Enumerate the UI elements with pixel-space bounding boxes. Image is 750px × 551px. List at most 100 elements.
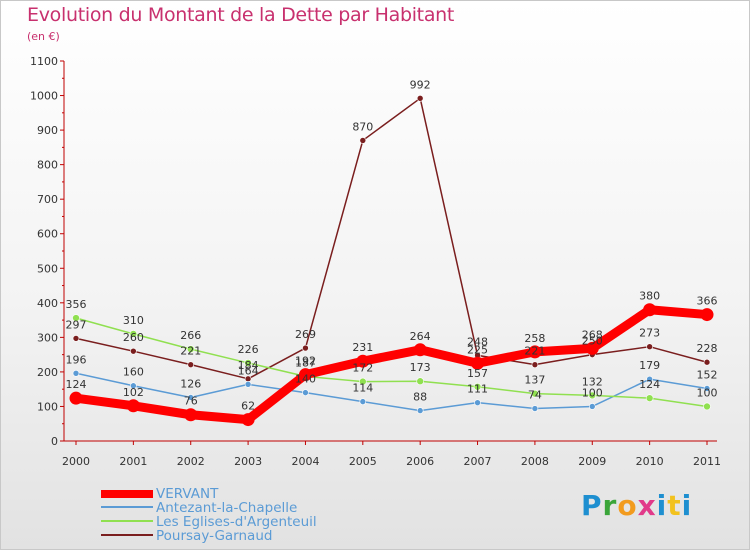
x-tick-label: 2000 (62, 455, 90, 468)
x-tick-label: 2004 (291, 455, 319, 468)
y-tick-label: 600 (37, 228, 58, 241)
chart-title: Evolution du Montant de la Dette par Hab… (27, 4, 455, 26)
data-point (416, 95, 424, 102)
data-point (244, 381, 252, 388)
data-point (585, 341, 599, 355)
legend-swatch-antezant (101, 506, 153, 508)
data-point (416, 377, 424, 386)
data-label: 172 (352, 362, 373, 375)
data-label: 258 (524, 332, 545, 345)
x-tick-label: 2008 (521, 455, 549, 468)
data-point (703, 385, 711, 392)
chart-unit-label: (en €) (27, 30, 60, 43)
data-label: 264 (410, 330, 431, 343)
data-label: 870 (352, 120, 373, 133)
data-label: 226 (238, 343, 259, 356)
y-tick-label: 200 (37, 366, 58, 379)
data-point (130, 382, 137, 390)
data-label: 228 (697, 342, 718, 355)
data-label: 231 (352, 341, 373, 354)
data-point (186, 345, 195, 353)
data-point (703, 402, 711, 411)
y-tick-label: 800 (37, 159, 58, 172)
x-tick-label: 2003 (234, 455, 262, 468)
data-point (359, 137, 367, 144)
x-tick-label: 2006 (406, 455, 434, 468)
data-label: 268 (582, 328, 603, 341)
data-point (72, 335, 80, 342)
data-point (588, 403, 596, 410)
data-point (241, 413, 255, 427)
data-label: 76 (184, 395, 198, 408)
data-point (473, 382, 482, 391)
data-point (528, 345, 542, 359)
data-label: 184 (238, 359, 259, 372)
data-label: 62 (241, 400, 255, 413)
data-label: 269 (295, 328, 316, 341)
y-tick-label: 1100 (30, 55, 58, 68)
series-line-0 (71, 305, 712, 425)
legend-swatch-poursay (101, 534, 153, 536)
data-point (645, 394, 654, 402)
data-point (72, 369, 80, 377)
data-label: 160 (123, 366, 144, 379)
data-point (416, 407, 424, 414)
data-label: 111 (467, 383, 488, 396)
y-tick-label: 300 (37, 331, 58, 344)
legend-label-vervant: VERVANT (156, 486, 219, 502)
data-point (298, 368, 312, 382)
data-label: 126 (180, 377, 201, 390)
data-label: 192 (295, 355, 316, 368)
data-label: 248 (467, 335, 488, 348)
data-point (474, 399, 481, 406)
x-tick-label: 2001 (119, 455, 147, 468)
data-point (126, 399, 140, 413)
data-label: 124 (66, 378, 87, 391)
data-label: 173 (410, 361, 431, 374)
y-tick-label: 700 (37, 193, 58, 206)
data-point (588, 391, 597, 400)
x-tick-label: 2002 (177, 455, 205, 468)
data-label: 380 (639, 290, 660, 303)
data-point (531, 361, 539, 368)
data-label: 187 (295, 356, 316, 369)
series-line-2 (75, 317, 708, 408)
data-label: 140 (295, 373, 316, 386)
data-label: 196 (66, 353, 87, 366)
data-point (531, 405, 539, 412)
data-point (646, 375, 653, 383)
data-label: 273 (639, 327, 660, 340)
data-label: 260 (123, 331, 144, 344)
data-label: 137 (524, 374, 545, 387)
data-label: 114 (352, 382, 373, 395)
data-point (471, 356, 485, 370)
legend-label-antezant: Antezant-la-Chapelle (156, 500, 298, 516)
data-point (72, 314, 80, 322)
data-label: 74 (528, 389, 542, 402)
data-point (646, 343, 653, 350)
x-tick-label: 2009 (578, 455, 606, 468)
data-point (359, 377, 367, 386)
y-tick-label: 1000 (30, 90, 58, 103)
data-point (69, 391, 83, 405)
data-label: 100 (697, 386, 718, 399)
data-point (187, 361, 195, 368)
data-label: 132 (582, 375, 603, 388)
data-label: 297 (66, 318, 87, 331)
data-label: 179 (639, 359, 660, 372)
x-tick-label: 2007 (464, 455, 492, 468)
data-label: 266 (180, 329, 201, 342)
data-label: 356 (66, 298, 87, 311)
legend-label-eglises: Les Eglises-d'Argenteuil (156, 514, 317, 530)
data-point (184, 408, 198, 422)
data-point (359, 398, 367, 405)
proxiti-logo: Proxiti (581, 489, 693, 522)
data-label: 366 (697, 295, 718, 308)
y-tick-label: 900 (37, 124, 58, 137)
data-label: 221 (180, 345, 201, 358)
data-label: 152 (697, 368, 718, 381)
data-point (703, 358, 711, 366)
data-label: 225 (467, 343, 488, 356)
y-tick-label: 400 (37, 297, 58, 310)
